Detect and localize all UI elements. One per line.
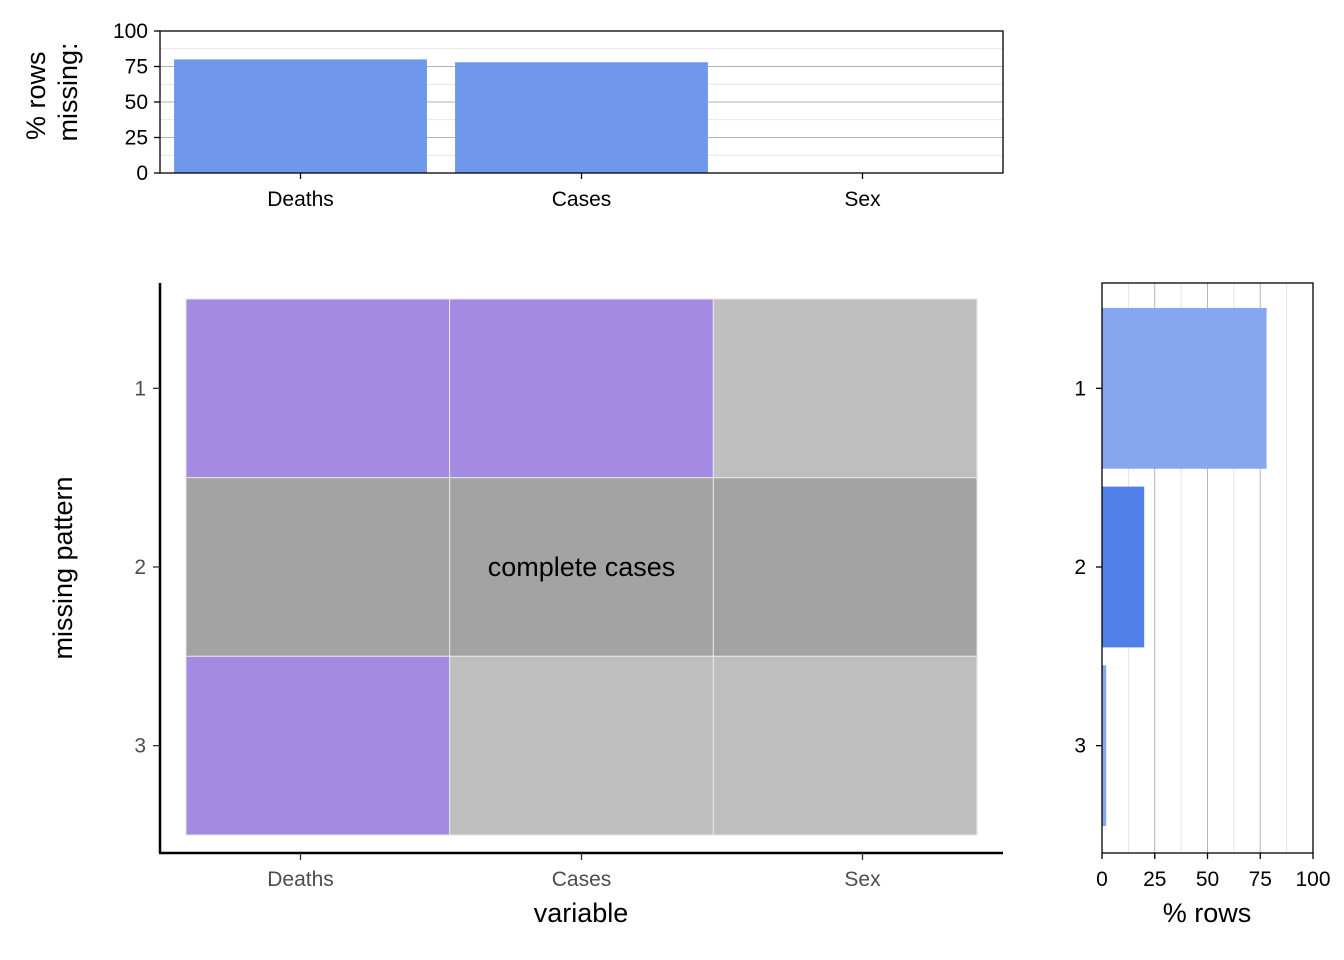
right-x-tick-label: 25 (1143, 868, 1166, 891)
main-x-tick-label-sex: Sex (844, 868, 881, 891)
top-x-tick-label-deaths: Deaths (267, 188, 334, 211)
main-y-tick-label-1: 1 (134, 377, 146, 400)
heatmap-cells (185, 298, 978, 836)
main-x-tick-label-deaths: Deaths (267, 868, 334, 891)
top-bars (174, 59, 708, 173)
main-y-tick-label-3: 3 (134, 735, 146, 758)
top-x-tick-label-sex: Sex (844, 188, 881, 211)
right-y-tick-label-1: 1 (1074, 377, 1086, 400)
top-panel: 0 25 50 75 100 Deaths Cases Sex % rows missing… (21, 20, 1004, 211)
right-y-tick-label-2: 2 (1074, 556, 1086, 579)
top-y-tick-label: 50 (125, 91, 148, 114)
right-x-ticks: 0 25 50 75 100 (1096, 853, 1331, 891)
main-y-axis-title: missing pattern (48, 476, 78, 659)
right-panel: 1 2 3 0 25 50 75 100 % rows (1074, 282, 1331, 928)
top-y-ticks: 0 25 50 75 100 (113, 20, 160, 185)
top-bar-deaths (174, 59, 427, 173)
main-y-ticks: 1 2 3 (134, 377, 160, 758)
right-x-tick-label: 75 (1249, 868, 1272, 891)
heatmap-cell-2-sex-complete (712, 477, 978, 657)
main-y-tick-label-2: 2 (134, 556, 146, 579)
right-y-tick-label-3: 3 (1074, 735, 1086, 758)
top-y-tick-label: 25 (125, 127, 148, 150)
top-y-axis-title: % rows missing: (21, 42, 83, 141)
right-bars (1102, 307, 1267, 827)
top-x-tick-label-cases: Cases (552, 188, 612, 211)
heatmap-cell-2-deaths-complete (185, 477, 451, 657)
right-x-tick-label: 0 (1096, 868, 1108, 891)
heatmap-cell-3-cases-present (449, 655, 714, 836)
right-x-tick-label: 100 (1295, 868, 1330, 891)
main-panel: complete cases 1 2 3 Deaths Cases Sex variab… (48, 283, 1003, 928)
heatmap-cell-3-sex-present (712, 655, 978, 836)
right-bar-pattern-2 (1102, 486, 1145, 648)
main-x-tick-label-cases: Cases (552, 868, 612, 891)
top-bar-cases (455, 62, 708, 173)
right-bar-pattern-1 (1102, 307, 1267, 469)
heatmap-cell-1-sex-present (712, 298, 978, 479)
heatmap-cell-1-deaths-missing (185, 298, 451, 479)
complete-cases-label: complete cases (488, 552, 676, 582)
top-y-tick-label: 0 (136, 162, 148, 185)
main-x-ticks: Deaths Cases Sex (267, 853, 881, 891)
heatmap-cell-3-deaths-missing (185, 655, 451, 836)
right-x-tick-label: 50 (1196, 868, 1219, 891)
heatmap-cell-2-cases-complete (449, 477, 714, 657)
right-x-axis-title: % rows (1163, 898, 1252, 928)
top-y-tick-label: 100 (113, 20, 148, 43)
right-y-ticks: 1 2 3 (1074, 377, 1102, 758)
right-bar-pattern-3 (1102, 665, 1107, 827)
heatmap-cell-1-cases-missing (449, 298, 714, 479)
top-y-tick-label: 75 (125, 56, 148, 79)
main-x-axis-title: variable (534, 898, 629, 928)
top-x-ticks: Deaths Cases Sex (267, 173, 881, 211)
